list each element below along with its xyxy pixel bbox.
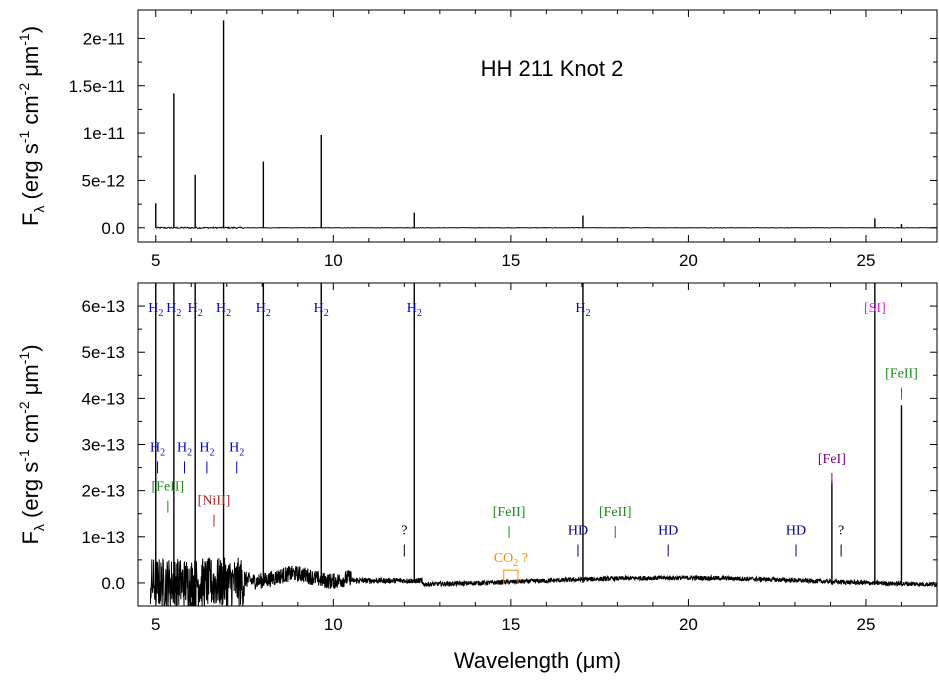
- bottom-y-tick-label: 3e-13: [82, 436, 125, 455]
- line-label: [FeII]: [152, 480, 185, 495]
- top-x-tick-label: 5: [151, 251, 160, 270]
- top-y-tick-label: 1e-11: [83, 124, 125, 143]
- top-x-tick-label: 25: [857, 251, 876, 270]
- line-label: [FeII]: [885, 367, 918, 382]
- line-label: ?: [838, 523, 844, 538]
- line-label: H2: [166, 301, 181, 319]
- line-label: CO2 ?: [494, 551, 528, 569]
- bottom-x-tick-label: 5: [151, 615, 160, 634]
- line-label: H2: [177, 440, 192, 458]
- line-label: H2: [229, 440, 244, 458]
- top-x-tick-label: 20: [679, 251, 698, 270]
- line-label: H2: [575, 301, 590, 319]
- line-label: HD: [786, 523, 806, 538]
- line-label: [NiII]: [198, 493, 231, 508]
- bottom-panel: 5 10 15 20 25 0.0 1e-13 2e-13 3e-13 4e-13 5e-13 6e-…: [16, 282, 938, 673]
- bottom-plot-frame: [137, 282, 938, 607]
- bottom-data-area: [149, 283, 937, 606]
- line-label: [FeII]: [599, 505, 632, 520]
- top-panel: 5 10 15 20 25 0.0 5e-12 1e-11 1.5e-11 2e-11 Fλ (er…: [16, 9, 938, 270]
- line-label: H2: [314, 301, 329, 319]
- line-label: H2: [216, 301, 231, 319]
- bottom-y-tick-label: 6e-13: [82, 297, 125, 316]
- bottom-y-tick-label: 1e-13: [82, 528, 125, 547]
- bottom-y-tick-label: 4e-13: [82, 389, 125, 408]
- bottom-y-tick-label: 2e-13: [82, 482, 125, 501]
- top-x-tick-label: 10: [324, 251, 343, 270]
- line-label: H2: [150, 440, 165, 458]
- x-axis-title: Wavelength (μm): [454, 648, 621, 673]
- line-label: H2: [199, 440, 214, 458]
- top-y-tick-label: 5e-12: [82, 171, 125, 190]
- bottom-x-tick-label: 10: [324, 615, 343, 634]
- line-label: H2: [256, 301, 271, 319]
- line-label: HD: [568, 523, 588, 538]
- top-y-tick-label: 0.0: [101, 219, 125, 238]
- top-y-axis-title: Fλ (erg s-1 cm-2 μm-1): [16, 26, 47, 226]
- line-label: H2: [188, 301, 203, 319]
- line-label: H2: [407, 301, 422, 319]
- bottom-y-tick-label: 5e-13: [82, 343, 125, 362]
- bottom-continuum-trace: [149, 557, 937, 606]
- line-label: HD: [658, 523, 678, 538]
- top-x-tick-label: 15: [501, 251, 520, 270]
- line-label: [FeII]: [493, 505, 526, 520]
- bottom-y-axis-title: Fλ (erg s-1 cm-2 μm-1): [16, 344, 47, 544]
- co2-bracket: [503, 569, 519, 585]
- bottom-y-tick-label: 0.0: [101, 574, 125, 593]
- line-label: [FeI]: [818, 452, 846, 467]
- top-y-tick-label: 1.5e-11: [69, 77, 125, 96]
- line-label: H2: [148, 301, 163, 319]
- bottom-x-tick-label: 25: [857, 615, 876, 634]
- bottom-x-tick-label: 20: [679, 615, 698, 634]
- line-label: ?: [401, 523, 407, 538]
- top-plot-frame: [137, 9, 938, 243]
- bottom-x-tick-label: 15: [501, 615, 520, 634]
- chart-title: HH 211 Knot 2: [481, 56, 624, 81]
- top-y-tick-label: 2e-11: [83, 29, 125, 48]
- top-continuum-trace: [155, 226, 938, 230]
- line-label: [SI]: [864, 301, 886, 316]
